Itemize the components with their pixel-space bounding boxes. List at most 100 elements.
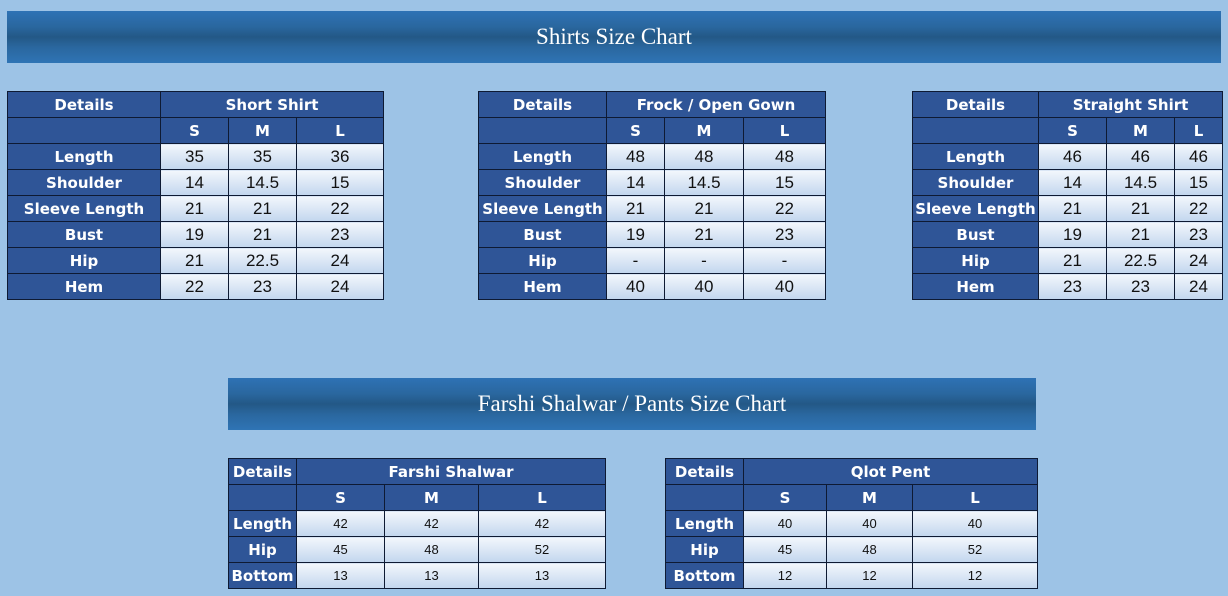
measurement-value: 21	[606, 195, 665, 222]
details-header: Details	[7, 91, 161, 118]
measurement-value: 21	[228, 195, 297, 222]
size-header: S	[1038, 117, 1107, 144]
measurement-label: Bust	[478, 221, 607, 248]
measurement-value: 23	[1038, 273, 1107, 300]
measurement-value: 42	[477, 510, 607, 537]
measurement-value: 14.5	[1106, 169, 1175, 196]
table-row: Hem 22 23 24	[7, 273, 385, 300]
empty-cell	[912, 117, 1039, 144]
measurement-label: Hip	[912, 247, 1039, 274]
shirts-size-chart-banner: Shirts Size Chart	[7, 11, 1221, 63]
table-row: Hip 45 48 52	[228, 536, 607, 563]
measurement-label: Sleeve Length	[7, 195, 161, 222]
table-row: Hip 21 22.5 24	[7, 247, 385, 274]
header-row: Details Short Shirt	[7, 91, 385, 118]
measurement-value: 40	[742, 273, 827, 300]
size-header: S	[743, 484, 827, 511]
measurement-value: 12	[743, 562, 827, 589]
measurement-label: Bust	[912, 221, 1039, 248]
table-row: Hip 21 22.5 24	[912, 247, 1224, 274]
table-row: Bottom 12 12 12	[665, 562, 1039, 589]
size-header: L	[295, 117, 385, 144]
measurement-value: 22	[742, 195, 827, 222]
measurement-value: 21	[160, 247, 229, 274]
measurement-value: 48	[384, 536, 479, 563]
size-header: M	[664, 117, 744, 144]
measurement-value: 19	[1038, 221, 1107, 248]
measurement-value: 24	[295, 247, 385, 274]
size-header: L	[477, 484, 607, 511]
size-header: S	[160, 117, 229, 144]
measurement-value: 52	[477, 536, 607, 563]
measurement-label: Shoulder	[912, 169, 1039, 196]
table-row: Bust 19 21 23	[478, 221, 827, 248]
measurement-value: 23	[228, 273, 297, 300]
measurement-value: 45	[743, 536, 827, 563]
table-row: Length 46 46 46	[912, 143, 1224, 170]
measurement-label: Hip	[665, 536, 744, 563]
measurement-value: 23	[295, 221, 385, 248]
table-row: Bust 19 21 23	[912, 221, 1224, 248]
measurement-value: -	[606, 247, 665, 274]
table-row: Sleeve Length 21 21 22	[7, 195, 385, 222]
measurement-label: Hip	[7, 247, 161, 274]
measurement-value: 36	[295, 143, 385, 170]
measurement-label: Hip	[478, 247, 607, 274]
measurement-value: 42	[296, 510, 385, 537]
measurement-value: 13	[296, 562, 385, 589]
measurement-label: Shoulder	[7, 169, 161, 196]
empty-cell	[665, 484, 744, 511]
measurement-label: Hem	[912, 273, 1039, 300]
measurement-value: 14.5	[228, 169, 297, 196]
table-row: Hem 23 23 24	[912, 273, 1224, 300]
measurement-value: 21	[1038, 247, 1107, 274]
size-header: M	[1106, 117, 1175, 144]
measurement-value: 22	[160, 273, 229, 300]
straight-shirt-size-table: Details Straight Shirt S M L Length 46 46 46 Shou…	[912, 91, 1224, 300]
measurement-value: 40	[826, 510, 913, 537]
measurement-value: 48	[664, 143, 744, 170]
measurement-value: 15	[1173, 169, 1224, 196]
empty-cell	[7, 117, 161, 144]
measurement-value: 21	[664, 221, 744, 248]
size-header: L	[1173, 117, 1224, 144]
measurement-value: 35	[160, 143, 229, 170]
measurement-value: 48	[742, 143, 827, 170]
measurement-value: 46	[1038, 143, 1107, 170]
measurement-value: 35	[228, 143, 297, 170]
measurement-value: 21	[1106, 195, 1175, 222]
measurement-value: 24	[1173, 247, 1224, 274]
size-header: S	[296, 484, 385, 511]
table-row: Sleeve Length 21 21 22	[912, 195, 1224, 222]
empty-cell	[478, 117, 607, 144]
measurement-value: 22	[295, 195, 385, 222]
measurement-value: 15	[742, 169, 827, 196]
frock-open-gown-size-table: Details Frock / Open Gown S M L Length 48 48 48 S…	[478, 91, 827, 300]
measurement-value: 14.5	[664, 169, 744, 196]
measurement-value: 12	[911, 562, 1039, 589]
measurement-label: Hem	[7, 273, 161, 300]
measurement-value: 40	[664, 273, 744, 300]
measurement-value: 24	[1173, 273, 1224, 300]
measurement-label: Hip	[228, 536, 297, 563]
measurement-value: 45	[296, 536, 385, 563]
table-title: Frock / Open Gown	[605, 91, 827, 118]
measurement-value: 15	[295, 169, 385, 196]
measurement-value: 14	[606, 169, 665, 196]
measurement-value: 22.5	[228, 247, 297, 274]
measurement-label: Hem	[478, 273, 607, 300]
measurement-value: -	[742, 247, 827, 274]
details-header: Details	[912, 91, 1039, 118]
short-shirt-size-table: Details Short Shirt S M L Length 35 35 36 Shoulde…	[7, 91, 385, 300]
measurement-value: 21	[228, 221, 297, 248]
farshi-shalwar-size-table: Details Farshi Shalwar S M L Length 42 42 42 Hip 4…	[228, 458, 607, 589]
measurement-label: Shoulder	[478, 169, 607, 196]
measurement-value: 24	[295, 273, 385, 300]
table-row: Length 42 42 42	[228, 510, 607, 537]
measurement-label: Length	[665, 510, 744, 537]
size-header: L	[911, 484, 1039, 511]
